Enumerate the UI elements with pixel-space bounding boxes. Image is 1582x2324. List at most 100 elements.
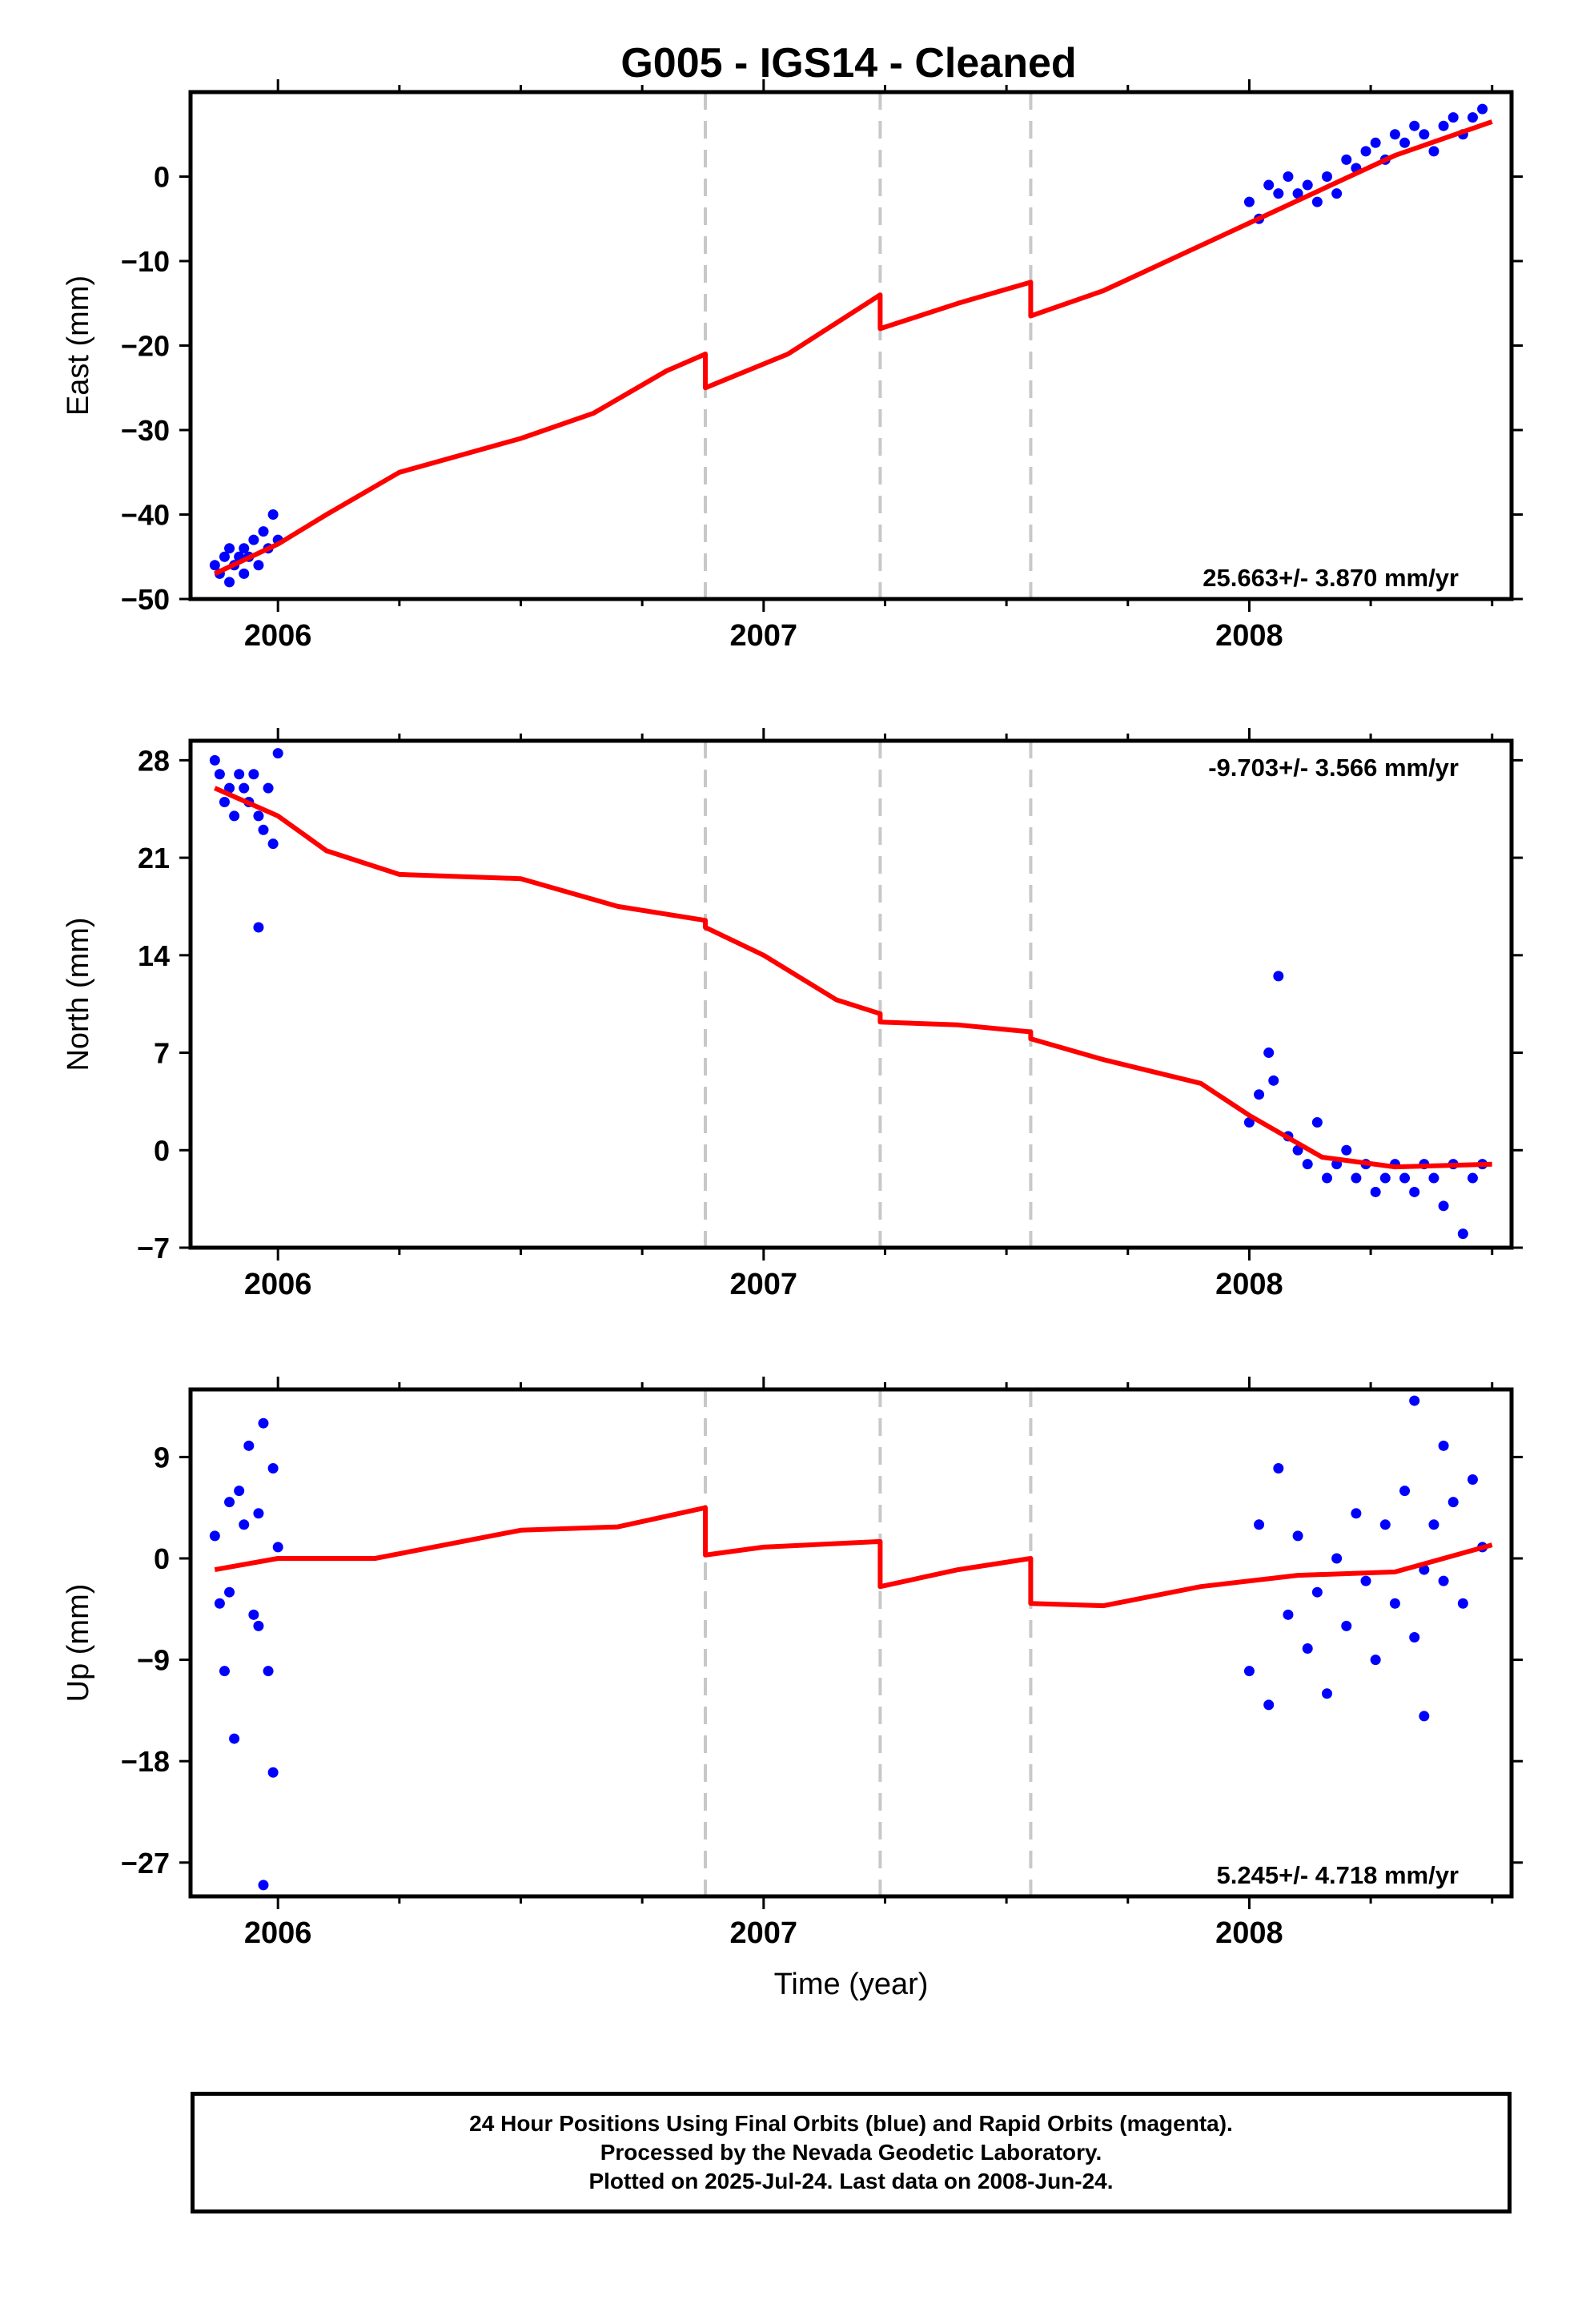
- north-observation-point: [1263, 1047, 1275, 1059]
- east-observation-point: [1467, 112, 1478, 123]
- east-observation-point: [219, 551, 230, 562]
- up-observation-point: [1360, 1575, 1371, 1586]
- north-observation-point: [1292, 1144, 1303, 1156]
- up-ytick-label: −27: [121, 1847, 170, 1880]
- east-observation-point: [1447, 112, 1459, 123]
- up-observation-point: [1438, 1440, 1449, 1451]
- footer-line-orbits: 24 Hour Positions Using Final Orbits (bl…: [469, 2111, 1233, 2136]
- east-observation-point: [224, 543, 235, 554]
- north-observation-point: [224, 782, 235, 794]
- north-ytick-label: 21: [138, 842, 170, 875]
- up-observation-point: [1273, 1462, 1284, 1474]
- east-observation-point: [1263, 179, 1275, 191]
- north-observation-point: [258, 824, 269, 835]
- up-observation-point: [214, 1598, 225, 1609]
- up-observation-point: [1321, 1688, 1332, 1699]
- up-rate-label: 5.245+/- 4.718 mm/yr: [1217, 1861, 1459, 1889]
- east-observation-point: [253, 560, 264, 571]
- up-observation-point: [1457, 1598, 1468, 1609]
- chart-title: G005 - IGS14 - Cleaned: [620, 40, 1076, 86]
- north-ytick-label: −7: [137, 1232, 170, 1265]
- north-observation-point: [263, 782, 274, 794]
- footer-caption: 24 Hour Positions Using Final Orbits (bl…: [191, 2092, 1512, 2213]
- up-observation-point: [272, 1542, 283, 1553]
- north-observation-point: [219, 797, 230, 808]
- east-observation-point: [239, 543, 250, 554]
- north-observation-point: [1351, 1172, 1362, 1184]
- up-observation-point: [248, 1609, 259, 1620]
- up-observation-point: [234, 1486, 245, 1497]
- north-observation-point: [1243, 1116, 1255, 1128]
- east-rate-label: 25.663+/- 3.870 mm/yr: [1203, 564, 1459, 592]
- up-observation-point: [1409, 1631, 1420, 1642]
- east-observation-point: [209, 560, 220, 571]
- north-observation-point: [1399, 1172, 1411, 1184]
- north-observation-point: [253, 922, 264, 933]
- north-observation-point: [234, 769, 245, 780]
- north-ytick-label: 28: [138, 744, 170, 777]
- north-observation-point: [1370, 1186, 1381, 1197]
- up-frame: [188, 1387, 1514, 1899]
- east-observation-point: [1389, 129, 1400, 140]
- east-observation-point: [1370, 137, 1381, 148]
- north-observation-point: [214, 769, 225, 780]
- up-observation-point: [258, 1880, 269, 1891]
- up-xtick-label: 2007: [730, 1916, 798, 1950]
- north-observation-point: [209, 754, 220, 766]
- up-observation-point: [1370, 1655, 1381, 1666]
- up-observation-point: [1379, 1519, 1391, 1530]
- north-observation-point: [1273, 971, 1284, 982]
- east-data: [209, 103, 1493, 588]
- up-observation-point: [239, 1519, 250, 1530]
- east-observation-point: [1428, 146, 1439, 157]
- east-observation-point: [224, 577, 235, 588]
- east-observation-point: [1243, 196, 1255, 207]
- north-panel: −7 0 7 14 21 28 2006 2007 2008 North (mm) -9.703+/…: [62, 728, 1523, 1301]
- north-observation-point: [1457, 1228, 1468, 1240]
- east-ytick-label: −20: [121, 330, 170, 363]
- north-rate-label: -9.703+/- 3.566 mm/yr: [1208, 754, 1459, 782]
- east-model-line: [214, 119, 1493, 577]
- east-xtick-label: 2008: [1215, 619, 1283, 653]
- east-observation-point: [1477, 103, 1488, 115]
- east-observation-point: [258, 526, 269, 537]
- north-observation-point: [1311, 1116, 1323, 1128]
- east-observation-point: [1341, 154, 1352, 165]
- north-observation-point: [1268, 1075, 1279, 1086]
- up-data: [209, 1395, 1493, 1891]
- up-observation-point: [1243, 1666, 1255, 1677]
- up-observation-point: [1447, 1497, 1459, 1508]
- east-observation-point: [267, 509, 279, 520]
- north-observation-point: [1302, 1159, 1313, 1170]
- up-observation-point: [263, 1666, 274, 1677]
- up-xlabel: Time (year): [774, 1968, 929, 2001]
- east-observation-point: [1273, 188, 1284, 199]
- up-observation-point: [1419, 1564, 1430, 1575]
- up-ytick-label: 0: [154, 1542, 170, 1575]
- north-observation-point: [1467, 1172, 1478, 1184]
- up-xtick-label: 2006: [244, 1916, 312, 1950]
- north-ylabel: North (mm): [62, 917, 95, 1071]
- east-observation-point: [1399, 137, 1411, 148]
- north-frame: [188, 738, 1514, 1250]
- up-xtick-label: 2008: [1215, 1916, 1283, 1950]
- east-ylabel: East (mm): [62, 275, 95, 416]
- up-observation-point: [1419, 1711, 1430, 1722]
- north-data: [209, 748, 1492, 1240]
- east-observation-point: [1438, 120, 1449, 131]
- up-observation-point: [1428, 1519, 1439, 1530]
- up-ylabel: Up (mm): [62, 1584, 95, 1703]
- east-frame: [188, 90, 1514, 601]
- north-ytick-label: 7: [154, 1037, 170, 1070]
- up-observation-point: [219, 1666, 230, 1677]
- north-observation-point: [1321, 1172, 1332, 1184]
- east-observation-point: [1321, 171, 1332, 182]
- up-observation-point: [1399, 1486, 1411, 1497]
- east-ytick-label: −10: [121, 245, 170, 278]
- up-observation-point: [253, 1620, 264, 1631]
- east-observation-point: [1409, 120, 1420, 131]
- east-observation-point: [239, 568, 250, 579]
- up-observation-point: [267, 1462, 279, 1474]
- north-ytick-label: 0: [154, 1134, 170, 1167]
